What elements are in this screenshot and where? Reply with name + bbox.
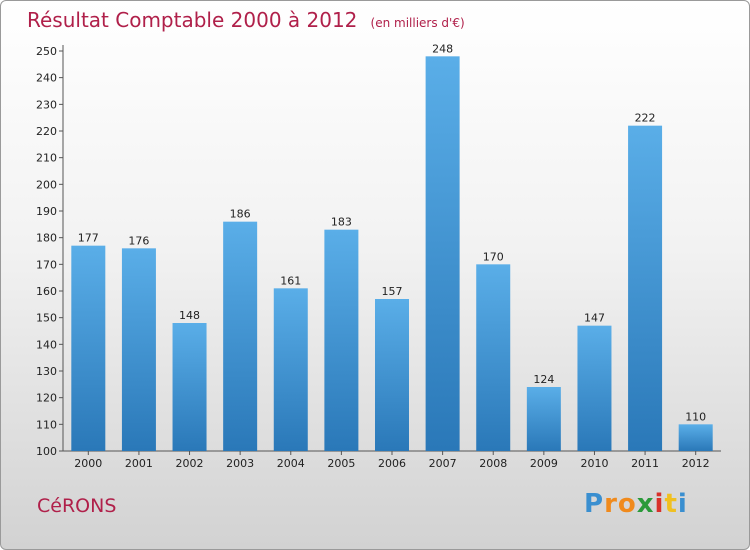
x-tick-label: 2011 xyxy=(631,457,659,470)
bar-value-label: 186 xyxy=(230,208,251,221)
logo-letter: x xyxy=(636,489,655,519)
x-tick-label: 2008 xyxy=(479,457,507,470)
bar xyxy=(121,248,156,451)
chart-title-main: Résultat Comptable 2000 à 2012 xyxy=(27,8,358,32)
y-tick-label: 120 xyxy=(36,392,57,405)
y-tick-label: 100 xyxy=(36,445,57,458)
x-tick-label: 2003 xyxy=(226,457,254,470)
bar-value-label: 176 xyxy=(128,234,149,247)
logo-letter: o xyxy=(617,489,637,519)
x-tick-label: 2009 xyxy=(530,457,558,470)
chart-title: Résultat Comptable 2000 à 2012 (en milli… xyxy=(27,8,465,32)
logo-letter: i xyxy=(654,489,665,519)
x-tick-label: 2004 xyxy=(277,457,305,470)
y-tick-label: 210 xyxy=(36,152,57,165)
x-tick-label: 2010 xyxy=(580,457,608,470)
y-tick-label: 150 xyxy=(36,312,57,325)
x-tick-label: 2002 xyxy=(176,457,204,470)
y-tick-label: 220 xyxy=(36,125,57,138)
x-tick-label: 2007 xyxy=(429,457,457,470)
x-tick-label: 2001 xyxy=(125,457,153,470)
bar xyxy=(172,323,207,451)
bar xyxy=(273,288,308,451)
bar-value-label: 183 xyxy=(331,216,352,229)
bar xyxy=(577,325,612,451)
x-tick-label: 2006 xyxy=(378,457,406,470)
x-tick-label: 2012 xyxy=(682,457,710,470)
x-tick-label: 2005 xyxy=(327,457,355,470)
logo-letter: t xyxy=(664,489,678,519)
bar-value-label: 148 xyxy=(179,309,200,322)
y-tick-label: 160 xyxy=(36,285,57,298)
bar-value-label: 248 xyxy=(432,42,453,55)
bar xyxy=(71,245,106,451)
bar xyxy=(526,387,561,451)
bar-value-label: 170 xyxy=(483,250,504,263)
logo-letter: i xyxy=(677,489,688,519)
y-tick-label: 190 xyxy=(36,205,57,218)
bar xyxy=(223,221,258,451)
bar-value-label: 124 xyxy=(533,373,554,386)
bar xyxy=(324,229,359,451)
proxiti-logo: Proxiti xyxy=(584,489,688,519)
bar-value-label: 110 xyxy=(685,410,706,423)
bar-value-label: 161 xyxy=(280,274,301,287)
bar xyxy=(628,125,663,452)
logo-letter: r xyxy=(604,489,618,519)
y-tick-label: 200 xyxy=(36,178,57,191)
bar xyxy=(476,264,511,451)
y-tick-label: 140 xyxy=(36,338,57,351)
chart-subtitle: (en milliers d'€) xyxy=(370,16,465,30)
bar xyxy=(425,56,460,451)
y-tick-label: 250 xyxy=(36,45,57,58)
bar-value-label: 222 xyxy=(635,112,656,125)
y-tick-label: 130 xyxy=(36,365,57,378)
bar-value-label: 147 xyxy=(584,312,605,325)
commune-name: CéRONS xyxy=(37,495,117,517)
bar-value-label: 177 xyxy=(78,232,99,245)
bar xyxy=(375,299,409,451)
y-tick-label: 180 xyxy=(36,232,57,245)
y-tick-label: 170 xyxy=(36,258,57,271)
y-tick-label: 240 xyxy=(36,72,57,85)
bar xyxy=(678,424,713,451)
y-tick-label: 230 xyxy=(36,98,57,111)
logo-letter: P xyxy=(584,489,605,519)
x-tick-label: 2000 xyxy=(74,457,102,470)
bar-value-label: 157 xyxy=(382,285,403,298)
y-tick-label: 110 xyxy=(36,418,57,431)
